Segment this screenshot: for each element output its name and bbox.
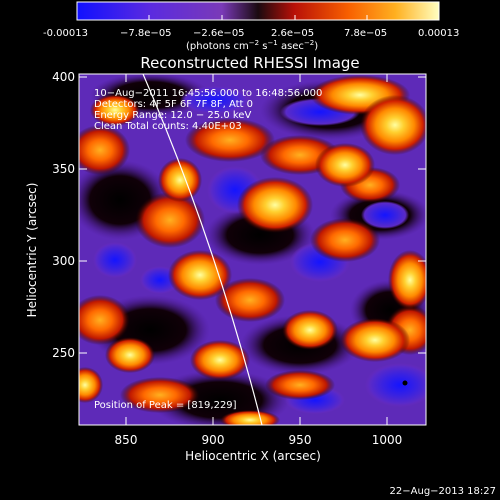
y-tick-label: 400: [52, 70, 75, 84]
peak-position-label: Position of Peak = [819,229]: [94, 400, 237, 411]
info-time: 10−Aug−2011 16:45:56.000 to 16:48:56.000: [94, 88, 322, 99]
colorbar-tick-3: 2.6e−05: [271, 28, 314, 39]
y-tick-label: 350: [52, 162, 75, 176]
x-tick-label: 850: [115, 433, 138, 447]
colorbar-gradient: [76, 1, 440, 21]
timestamp: 22−Aug−2013 18:27: [390, 486, 496, 497]
info-energy: Energy Range: 12.0 − 25.0 keV: [94, 110, 251, 121]
info-block: 10−Aug−2011 16:45:56.000 to 16:48:56.000…: [94, 88, 322, 132]
rhessi-image: [79, 74, 426, 425]
info-detectors: Detectors: 4F 5F 6F 7F 8F, Att 0: [94, 99, 253, 110]
y-axis-label: Heliocentric Y (arcsec): [25, 183, 39, 318]
x-tick-label: 1000: [372, 433, 403, 447]
colorbar-tick-1: −7.8e−05: [120, 28, 172, 39]
info-clean: Clean Total counts: 4.40E+03: [94, 121, 242, 132]
colorbar-tick-5: 0.00013: [418, 28, 459, 39]
axis-ticks: [79, 74, 426, 425]
y-tick-label: 300: [52, 254, 75, 268]
x-tick-label: 900: [202, 433, 225, 447]
plot-frame: [78, 73, 427, 426]
colorbar-tick-4: 7.8e−05: [344, 28, 387, 39]
solar-limb-line: [142, 74, 263, 425]
colorbar-tick-2: −2.6e−05: [193, 28, 245, 39]
plot-title: Reconstructed RHESSI Image: [140, 54, 359, 72]
colorbar-units: (photons cm−2 s−1 asec−2): [186, 39, 318, 52]
x-axis-label: Heliocentric X (arcsec): [185, 449, 321, 463]
colorbar-tick-0: -0.00013: [43, 28, 88, 39]
peak-marker: [402, 380, 408, 386]
colorbar: -0.00013 −7.8e−05 −2.6e−05 2.6e−05 7.8e−…: [43, 1, 459, 52]
x-tick-label: 950: [289, 433, 312, 447]
y-tick-label: 250: [52, 346, 75, 360]
